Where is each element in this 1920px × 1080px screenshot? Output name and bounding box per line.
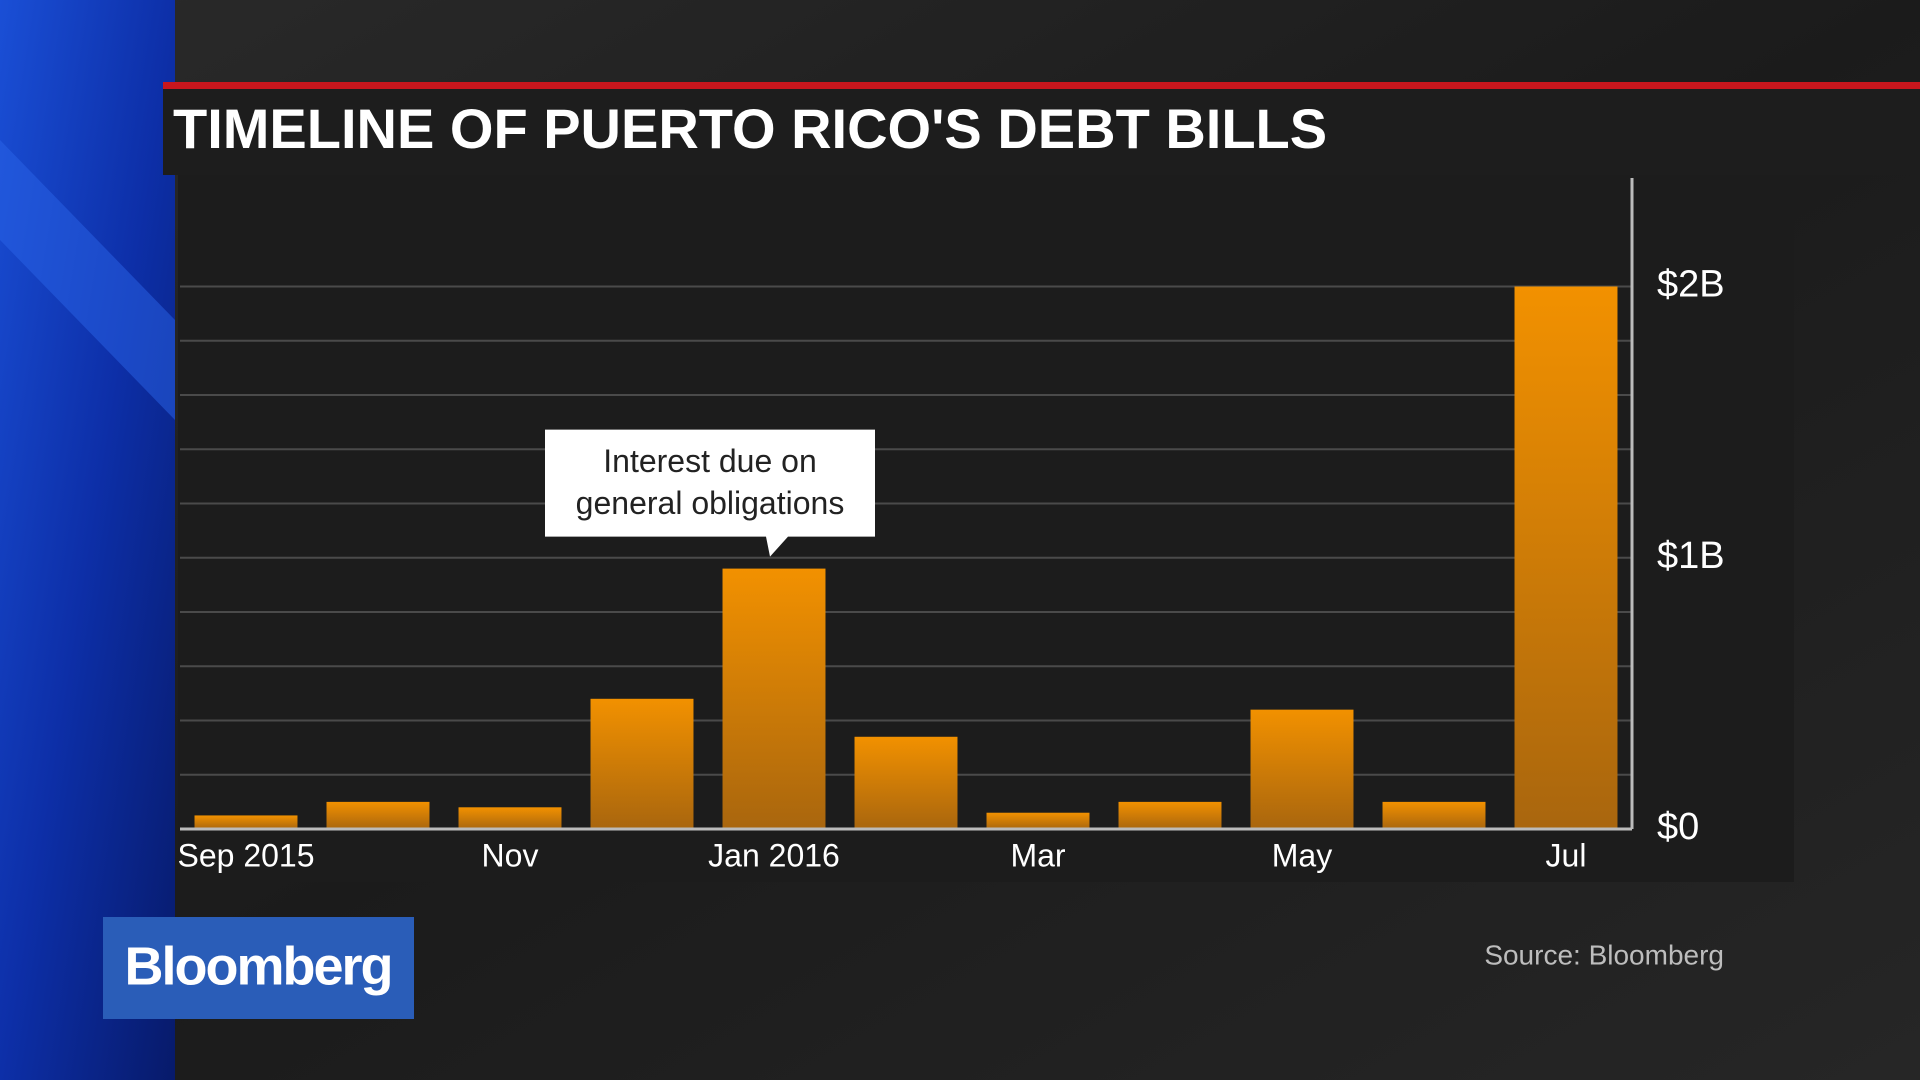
x-tick-label: Mar xyxy=(1010,837,1065,873)
x-tick-label: Jan 2016 xyxy=(708,837,840,873)
bar xyxy=(1382,801,1486,829)
annotation-box xyxy=(545,429,875,557)
chart-title: TIMELINE OF PUERTO RICO'S DEBT BILLS xyxy=(173,97,1327,160)
bar xyxy=(986,812,1090,829)
x-tick-label: Nov xyxy=(482,837,539,873)
bar xyxy=(326,801,430,829)
source: Source: Bloomberg xyxy=(1484,939,1724,970)
annotation: Interest due on xyxy=(603,443,816,479)
bar xyxy=(1118,801,1222,829)
y-tick-label: $2B xyxy=(1657,264,1725,306)
x-tick-label: Sep 2015 xyxy=(177,837,314,873)
plot: $0 $1B $2B Sep 2015 Nov Jan 2016 Mar May Jul Inte… xyxy=(177,178,1725,873)
annotation: general obligations xyxy=(576,485,845,521)
bar xyxy=(1250,709,1354,829)
y-tick-label: $0 xyxy=(1657,806,1699,848)
bar xyxy=(590,698,694,829)
brand: Bloomberg xyxy=(124,936,391,996)
bar xyxy=(194,815,298,829)
bar xyxy=(458,807,562,829)
brand-box xyxy=(103,917,414,1019)
y-tick-label: $1B xyxy=(1657,535,1725,577)
bar xyxy=(1514,286,1618,829)
bar xyxy=(854,736,958,829)
x-tick-label: May xyxy=(1272,837,1332,873)
red-rule xyxy=(163,82,1920,89)
title-bar xyxy=(163,89,1920,175)
bar xyxy=(722,568,826,829)
side-stripe xyxy=(0,140,175,420)
x-tick-label: Jul xyxy=(1546,837,1587,873)
